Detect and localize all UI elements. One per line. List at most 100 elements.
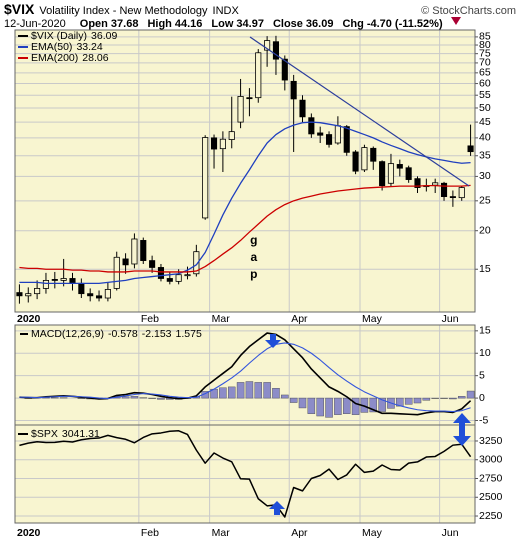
quote-value: 36.09: [305, 18, 334, 30]
ema-line: [19, 121, 471, 284]
header: $VIX Volatility Index - New Methodology …: [4, 1, 516, 31]
exchange: INDX: [212, 5, 239, 17]
quote-value: 44.16: [174, 18, 203, 30]
annotation-arrow: [453, 413, 471, 446]
legend-name: $SPX: [31, 428, 58, 440]
candle-body: [272, 41, 280, 60]
candle-body: [246, 97, 253, 100]
legend-name: $VIX (Daily): [31, 30, 87, 42]
y-tick-label: 40: [479, 132, 491, 144]
date: 12-Jun-2020: [4, 18, 66, 30]
y-tick-label: 2500: [479, 491, 503, 503]
ema-line: [19, 184, 471, 273]
legend-value: 36.09: [91, 30, 117, 42]
legend-name: EMA(200): [31, 52, 78, 64]
histogram-bar: [351, 397, 360, 415]
x-tick-label: Feb: [141, 313, 159, 325]
quote-value: 37.68: [110, 18, 139, 30]
subtitle: Volatility Index - New Methodology: [39, 5, 208, 17]
y-tick-label: 20: [479, 224, 491, 236]
candle-body: [387, 163, 395, 184]
candle-body: [202, 137, 209, 219]
x-tick-label: Feb: [141, 527, 159, 539]
legend-entry: $VIX (Daily) 36.09: [31, 30, 117, 42]
y-tick-label: 30: [479, 170, 491, 182]
y-tick-label: 60: [479, 77, 491, 89]
indicator-name: MACD(12,26,9): [31, 328, 104, 340]
macd-line: [19, 332, 472, 416]
histogram-bar: [121, 396, 130, 399]
candle-body: [104, 289, 111, 299]
histogram-bar: [130, 396, 139, 399]
change-indicator: [450, 17, 461, 25]
candle-body: [432, 182, 439, 186]
y-tick-label: 10: [479, 347, 491, 359]
quote-name: Close: [272, 18, 303, 30]
y-tick-label: 35: [479, 150, 491, 162]
histogram-bar: [236, 382, 245, 399]
y-tick-label: 50: [479, 102, 491, 114]
y-tick-label: 75: [479, 47, 491, 59]
x-tick-label: Apr: [291, 313, 308, 325]
candle-body: [87, 293, 94, 297]
candle-body: [157, 267, 165, 279]
candle-body: [184, 274, 191, 277]
legend-value: 28.06: [82, 52, 108, 64]
candle-body: [264, 40, 271, 51]
histogram-bar: [369, 397, 378, 413]
legend-entry: EMA(50) 33.24: [31, 41, 103, 53]
x-tick-label: May: [362, 527, 383, 539]
candle-body: [34, 288, 41, 295]
histogram-bar: [263, 382, 271, 399]
candle-body: [467, 145, 474, 153]
candle-body: [334, 125, 341, 144]
candle-body: [122, 258, 129, 266]
candle-body: [95, 295, 103, 299]
x-tick-label: 2020: [17, 313, 41, 325]
histogram-bar: [422, 397, 431, 401]
candle-body: [25, 293, 32, 297]
candle-body: [140, 240, 147, 261]
price-line: [19, 430, 472, 518]
histogram-bar: [342, 397, 351, 414]
y-tick-label: 80: [479, 39, 491, 51]
candle-body: [396, 164, 403, 169]
change-percent: (-11.52%): [394, 18, 443, 30]
histogram-bar: [378, 397, 386, 412]
x-tick-label: May: [362, 313, 383, 325]
histogram-bar: [457, 396, 466, 399]
indicator-value: -2.153: [142, 328, 172, 340]
quote-name: High: [147, 18, 172, 30]
candle-body: [352, 151, 359, 172]
histogram-bar: [272, 388, 280, 399]
histogram-bar: [245, 381, 254, 399]
panel-background: [15, 30, 475, 312]
histogram-bar: [219, 387, 227, 399]
x-tick-label: Jun: [442, 313, 459, 325]
indicator-value: -0.578: [108, 328, 138, 340]
candle-body: [449, 196, 456, 198]
header-title-row: $VIX Volatility Index - New Methodology …: [4, 1, 516, 17]
candle-body: [281, 58, 288, 81]
histogram-bar: [157, 397, 165, 400]
histogram-bar: [289, 397, 298, 403]
candle-body: [219, 138, 226, 150]
candle-body: [16, 292, 23, 297]
y-tick-label: 15: [479, 263, 491, 275]
y-tick-label: 45: [479, 116, 491, 128]
candle-body: [290, 80, 297, 100]
candle-body: [379, 161, 386, 187]
histogram-bar: [334, 397, 342, 415]
candle-body: [414, 178, 421, 188]
candle-body: [308, 117, 315, 135]
histogram-bar: [254, 382, 263, 399]
y-tick-label: 5: [479, 369, 485, 381]
y-tick-label: 65: [479, 67, 491, 79]
histogram-bar: [281, 394, 289, 399]
histogram-bar: [307, 397, 316, 414]
y-tick-label: 15: [479, 325, 491, 337]
candle-body: [42, 280, 50, 289]
y-tick-label: 0: [479, 392, 485, 404]
